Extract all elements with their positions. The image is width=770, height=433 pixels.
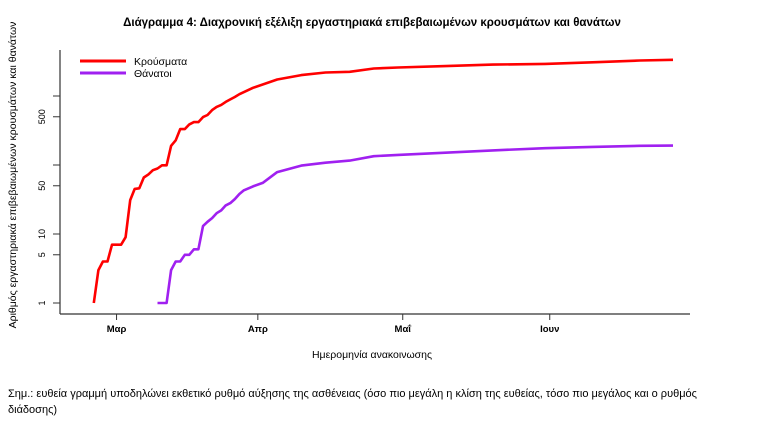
y-tick-label: 5 [37,252,47,257]
y-tick-label: 1 [37,300,47,305]
x-tick-label: Ιουν [540,324,559,335]
x-axis-label: Ημερομηνία ανακοινωσης [312,349,432,361]
x-tick-label: Μαρ [107,324,127,335]
y-tick-label: 50 [37,181,47,191]
series-line-cases [92,58,674,304]
series-line-deaths [157,144,674,305]
chart-title: Διάγραμμα 4: Διαχρονική εξέλιξη εργαστηρ… [123,17,621,29]
y-axis-label: Αριθμός εργαστηριακά επιβεβαιωμένων κρου… [7,22,19,329]
legend: Κρούσματα Θάνατοι [80,56,187,80]
legend-label-cases: Κρούσματα [134,56,187,68]
y-tick-label: 10 [37,229,47,239]
x-tick-label: Απρ [248,324,268,335]
footnote: Σημ.: ευθεία γραμμή υποδηλώνει εκθετικό … [8,388,697,416]
x-tick-label: Μαΐ [395,324,412,335]
legend-label-deaths: Θάνατοι [134,68,172,80]
y-tick-label: 500 [37,109,47,124]
